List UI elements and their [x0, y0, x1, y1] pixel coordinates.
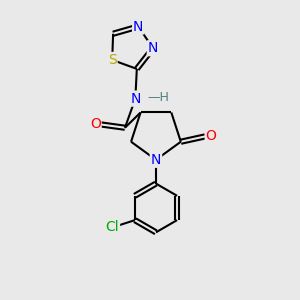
- Text: N: N: [130, 92, 140, 106]
- Text: Cl: Cl: [105, 220, 119, 234]
- Text: N: N: [151, 153, 161, 167]
- Text: —H: —H: [148, 91, 170, 104]
- Text: N: N: [148, 41, 158, 55]
- Text: N: N: [133, 20, 143, 34]
- Text: O: O: [206, 129, 217, 143]
- Text: S: S: [108, 53, 117, 67]
- Text: O: O: [90, 117, 101, 131]
